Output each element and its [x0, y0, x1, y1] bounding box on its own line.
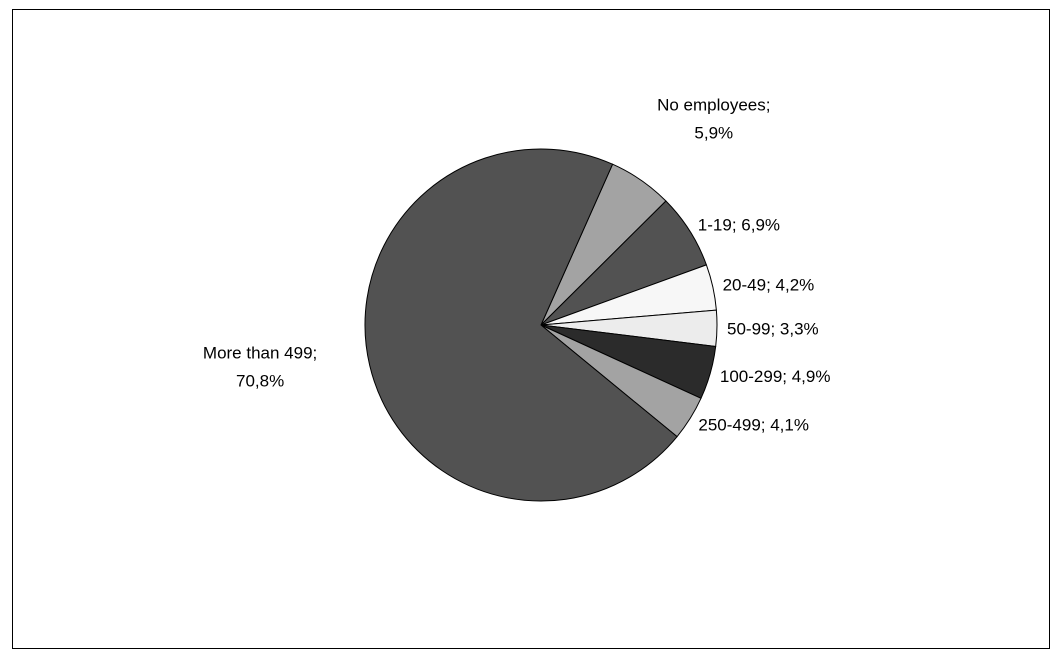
data-label-more-than-499: More than 499; 70,8% [203, 343, 317, 390]
pie-slices [364, 148, 718, 502]
pie-chart: No employees; 5,9% 1-19; 6,9% 20-49; 4,2% 50… [203, 95, 831, 502]
data-label-1-19: 1-19; 6,9% [698, 215, 780, 234]
data-label-100-299: 100-299; 4,9% [720, 367, 831, 386]
data-label-20-49: 20-49; 4,2% [723, 276, 815, 295]
data-label-250-499: 250-499; 4,1% [698, 416, 809, 435]
data-label-no-employees: No employees; 5,9% [657, 95, 770, 142]
slice-more-than-499 [364, 148, 678, 502]
data-label-50-99: 50-99; 3,3% [727, 320, 819, 339]
pie-data-labels: No employees; 5,9% 1-19; 6,9% 20-49; 4,2% 50… [203, 95, 831, 434]
